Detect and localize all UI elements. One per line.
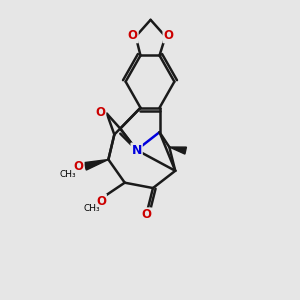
Polygon shape [84, 160, 108, 170]
Text: CH₃: CH₃ [84, 204, 100, 213]
Polygon shape [169, 147, 186, 154]
Text: N: N [131, 143, 142, 157]
Text: O: O [74, 160, 84, 173]
Text: O: O [164, 29, 173, 42]
Text: O: O [96, 195, 106, 208]
Text: O: O [95, 106, 105, 119]
Text: O: O [141, 208, 151, 221]
Text: CH₃: CH₃ [60, 170, 76, 179]
Text: O: O [128, 29, 138, 42]
